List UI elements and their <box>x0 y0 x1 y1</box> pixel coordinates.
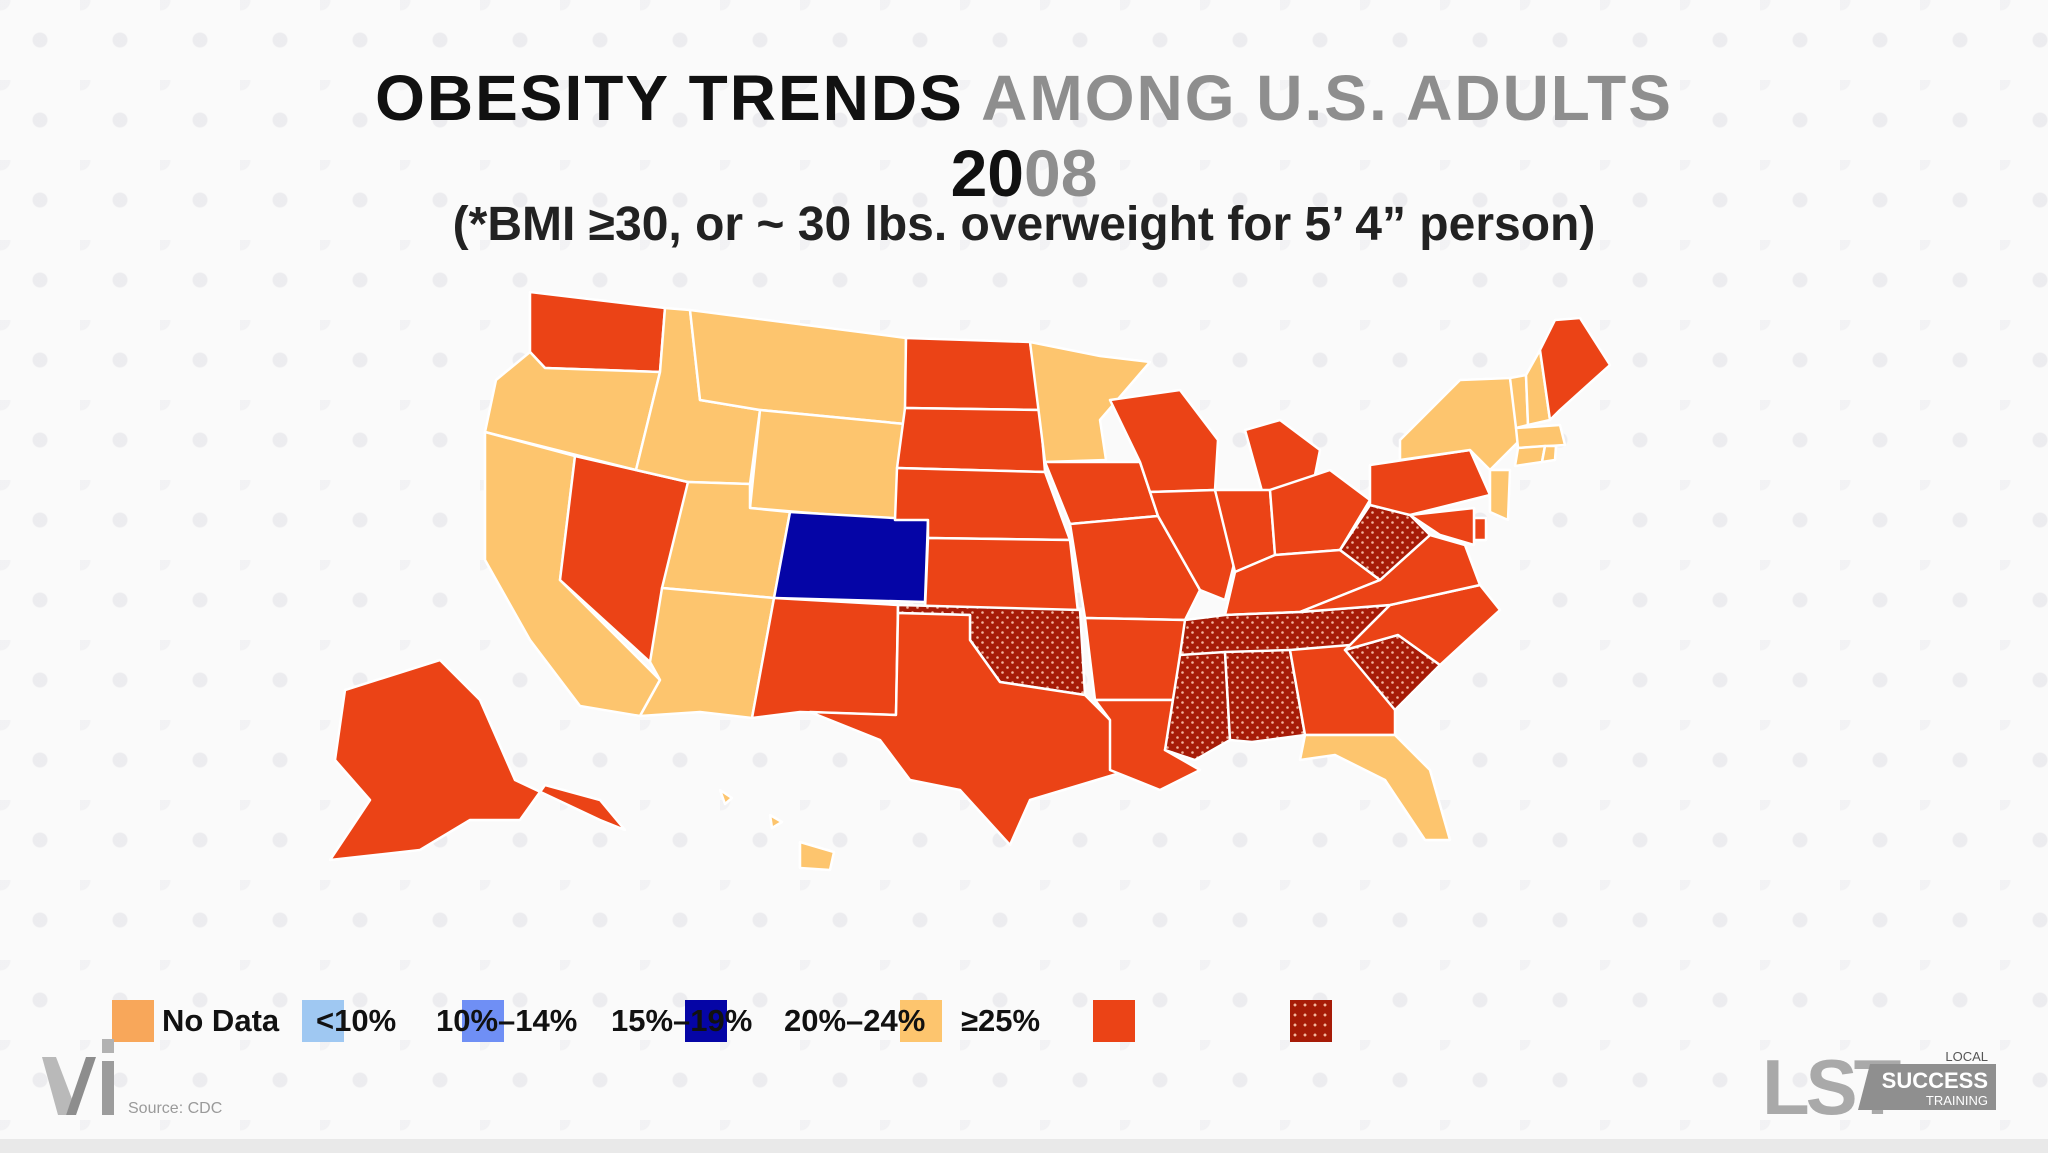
state-wv <box>1338 503 1432 582</box>
state-al <box>1223 648 1307 744</box>
title-grey-part: AMONG U.S. ADULTS <box>963 62 1673 134</box>
lst-local-text: LOCAL <box>1945 1049 1988 1064</box>
state-de <box>1472 516 1488 542</box>
state-az <box>638 586 776 720</box>
state-ma <box>1514 423 1567 450</box>
state-ms <box>1163 650 1232 762</box>
state-ks <box>923 536 1080 614</box>
state-ri <box>1540 444 1558 464</box>
page-title: OBESITY TRENDS AMONG U.S. ADULTS <box>0 62 2048 134</box>
state-mo <box>1068 514 1202 622</box>
vi-logo <box>42 1039 114 1115</box>
state-wy <box>748 408 907 522</box>
state-md <box>1408 506 1476 547</box>
state-ar <box>1083 616 1187 702</box>
state-co <box>772 510 930 604</box>
title-dark-part: OBESITY TRENDS <box>375 62 964 134</box>
state-ak <box>328 658 627 862</box>
state-hi <box>718 788 836 872</box>
bottom-strip <box>0 1139 2048 1153</box>
state-tx <box>808 611 1132 847</box>
state-me <box>1538 316 1612 422</box>
source-note: Source: CDC <box>128 1100 223 1117</box>
state-oh <box>1268 468 1372 557</box>
subtitle: (*BMI ≥30, or ~ 30 lbs. overweight for 5… <box>452 198 1596 251</box>
state-sd <box>895 406 1047 474</box>
state-wa <box>528 290 667 374</box>
state-fl <box>1298 733 1452 842</box>
state-ny <box>1398 376 1522 472</box>
state-nd <box>903 336 1042 412</box>
year-dark-part: 20 <box>950 136 1024 210</box>
lst-logo: LST LOCAL SUCCESS TRAINING <box>1762 1046 1996 1120</box>
state-nj <box>1488 468 1512 522</box>
year-title: 2008 <box>0 138 2048 208</box>
state-nm <box>750 596 900 720</box>
lst-training-text: TRAINING <box>1926 1093 1988 1108</box>
lst-success-text: SUCCESS <box>1882 1068 1988 1093</box>
state-ct <box>1513 444 1547 468</box>
state-pa <box>1368 448 1492 517</box>
year-grey-part: 08 <box>1024 136 1098 210</box>
